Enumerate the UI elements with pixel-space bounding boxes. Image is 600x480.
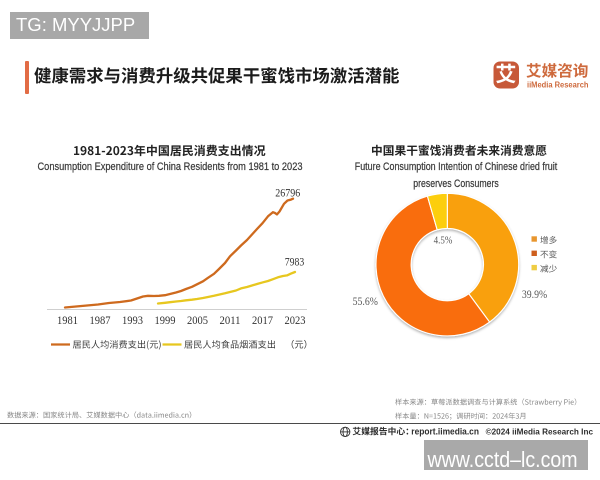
svg-text:Consumption Expenditure of Chi: Consumption Expenditure of China Residen…: [38, 161, 303, 173]
svg-text:1999: 1999: [155, 315, 176, 327]
svg-text:2005: 2005: [187, 315, 208, 327]
svg-text:2011: 2011: [220, 315, 241, 327]
svg-text:2017: 2017: [252, 315, 273, 327]
svg-text:2023: 2023: [285, 315, 306, 327]
svg-text:26796: 26796: [275, 188, 300, 200]
svg-text:Future Consumption Intention o: Future Consumption Intention of Chinese …: [355, 161, 558, 173]
svg-text:1993: 1993: [122, 315, 143, 327]
svg-text:7983: 7983: [285, 257, 305, 269]
svg-text:©2024 iiMedia Research Inc: ©2024 iiMedia Research Inc: [486, 426, 594, 436]
svg-text:iiMedia Research: iiMedia Research: [527, 79, 589, 89]
svg-text:55.6%: 55.6%: [353, 296, 379, 308]
svg-text:39.9%: 39.9%: [522, 289, 548, 301]
svg-text:1981: 1981: [57, 315, 78, 327]
svg-text:preserves Consumers: preserves Consumers: [413, 178, 499, 190]
svg-text:report.iimedia.cn: report.iimedia.cn: [411, 426, 479, 436]
svg-text:4.5%: 4.5%: [434, 235, 453, 246]
svg-text:1987: 1987: [90, 315, 111, 327]
